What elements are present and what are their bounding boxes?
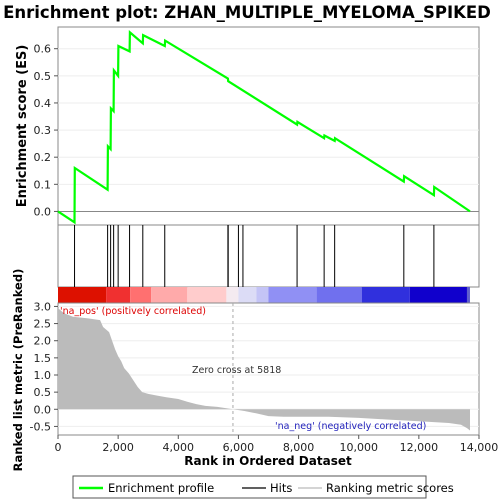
chart-title: Enrichment plot: ZHAN_MULTIPLE_MYELOMA_S… — [3, 3, 491, 22]
x-tick-label: 0 — [55, 441, 62, 454]
es-y-tick-label: 0.2 — [34, 151, 52, 164]
es-panel-frame — [57, 26, 480, 226]
es-y-tick-label: 0.6 — [34, 43, 52, 56]
color-bar-segment — [409, 287, 467, 303]
metric-y-tick-label: 0.0 — [34, 403, 52, 416]
es-grid — [58, 48, 479, 212]
es-panel: 0.0 0.1 0.2 0.3 0.4 0.5 0.6 Enrichment score (… — [15, 26, 480, 226]
color-bar-segment — [466, 287, 470, 303]
hits-panel — [57, 224, 480, 288]
x-tick-label: 2,000 — [102, 441, 134, 454]
metric-y-axis-label: Ranked list metric (PreRanked) — [11, 269, 25, 472]
legend-enrichment-label: Enrichment profile — [108, 481, 214, 495]
legend-metric-label: Ranking metric scores — [326, 481, 454, 495]
color-bar-segment — [268, 287, 317, 303]
legend: Enrichment profile Hits Ranking metric s… — [72, 475, 454, 499]
x-tick-label: 6,000 — [223, 441, 255, 454]
metric-y-ticks: -0.5 0.0 0.5 1.0 1.5 2.0 2.5 3.0 — [30, 300, 58, 433]
es-y-tick-label: 0.5 — [34, 70, 52, 83]
hit-lines — [74, 225, 435, 287]
metric-y-tick-label: 3.0 — [34, 300, 52, 313]
metric-y-tick-label: 0.5 — [34, 386, 52, 399]
es-y-tick-label: 0.0 — [34, 205, 52, 218]
legend-hits-label: Hits — [270, 481, 292, 495]
color-bar-segment — [151, 287, 188, 303]
color-bar-segment — [361, 287, 410, 303]
x-tick-label: 12,000 — [400, 441, 439, 454]
x-tick-label: 4,000 — [163, 441, 195, 454]
ranking-metric-area — [58, 308, 470, 431]
rank-color-bar — [58, 287, 470, 303]
positive-correlated-label: 'na_pos' (positively correlated) — [60, 306, 206, 317]
es-y-ticks: 0.0 0.1 0.2 0.3 0.4 0.5 0.6 — [34, 43, 58, 218]
color-bar-segment — [316, 287, 362, 303]
es-y-tick-label: 0.1 — [34, 178, 52, 191]
legend-frame — [72, 475, 427, 499]
zero-cross-label: Zero cross at 5818 — [192, 365, 281, 376]
metric-y-tick-label: 1.0 — [34, 369, 52, 382]
x-tick-label: 10,000 — [339, 441, 378, 454]
color-bar-segment — [130, 287, 152, 303]
es-profile-line — [57, 30, 471, 225]
color-bar-segment — [238, 287, 257, 303]
metric-panel: -0.5 0.0 0.5 1.0 1.5 2.0 2.5 3.0 'na_pos' (posi… — [11, 269, 480, 472]
es-y-tick-label: 0.3 — [34, 124, 52, 137]
negative-correlated-label: 'na_neg' (negatively correlated) — [275, 421, 426, 432]
color-bar-segment — [106, 287, 131, 303]
es-y-tick-label: 0.4 — [34, 97, 52, 110]
x-tick-label: 8,000 — [283, 441, 315, 454]
color-bar-segment — [187, 287, 227, 303]
x-axis-ticks: 0 2,000 4,000 6,000 8,000 10,000 12,000 14,000 — [55, 435, 499, 454]
metric-y-tick-label: 2.5 — [34, 318, 52, 331]
x-tick-label: 14,000 — [460, 441, 499, 454]
es-y-axis-label: Enrichment score (ES) — [15, 45, 30, 208]
color-bar-segment — [256, 287, 269, 303]
metric-y-tick-label: -0.5 — [30, 420, 51, 433]
hits-panel-frame — [57, 224, 480, 288]
x-axis-label: Rank in Ordered Dataset — [184, 454, 352, 468]
metric-y-tick-label: 2.0 — [34, 335, 52, 348]
color-bar-segment — [58, 287, 107, 303]
metric-y-tick-label: 1.5 — [34, 352, 52, 365]
color-bar-segment — [226, 287, 239, 303]
